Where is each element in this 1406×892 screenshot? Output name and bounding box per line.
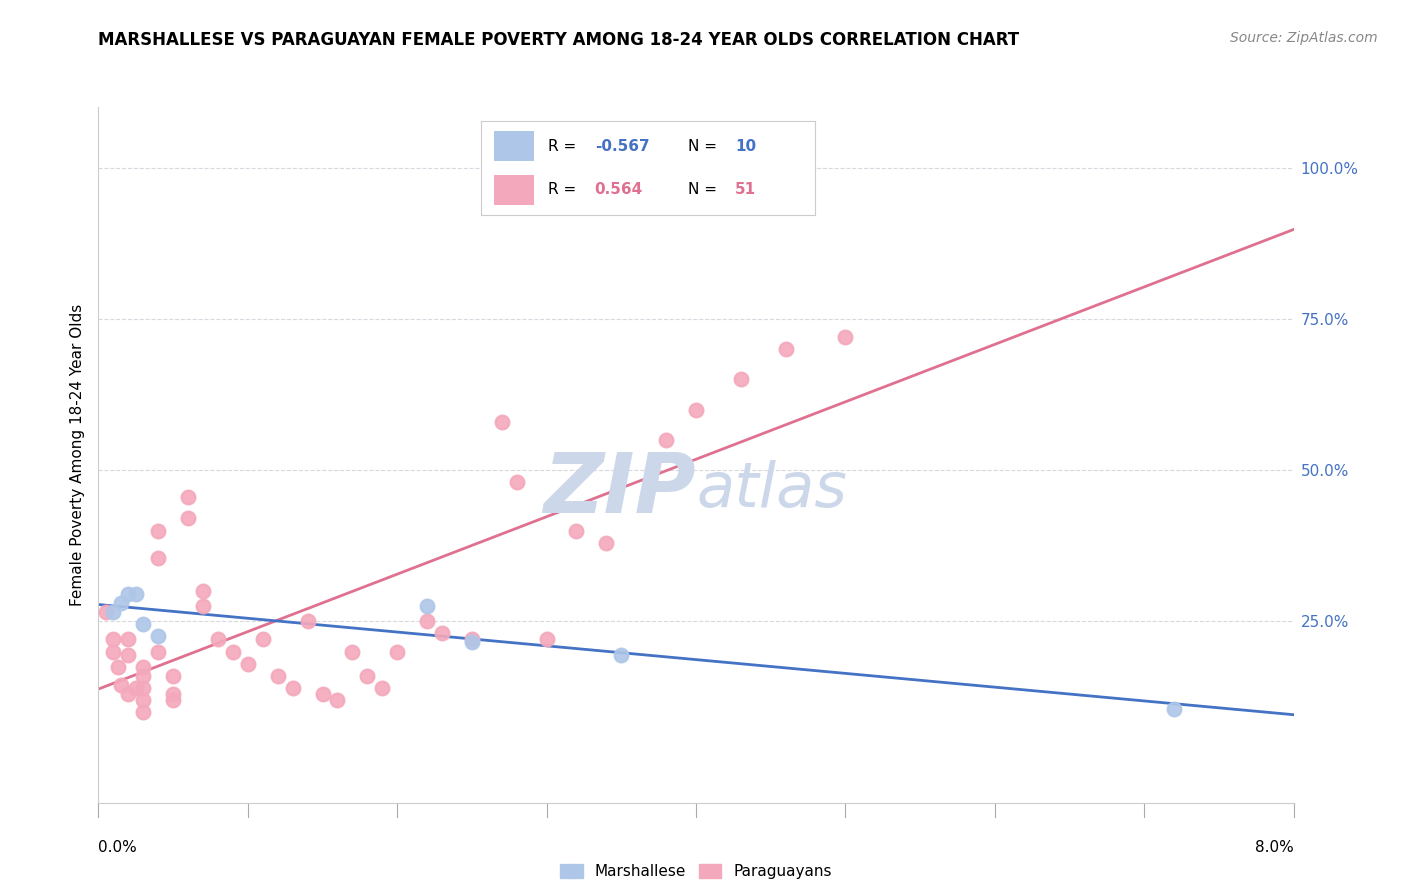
Legend: Marshallese, Paraguayans: Marshallese, Paraguayans — [554, 858, 838, 886]
Point — [506, 475, 529, 490]
Point — [371, 681, 394, 695]
Point — [775, 342, 797, 356]
Point — [281, 681, 304, 695]
Point — [177, 490, 200, 504]
Point — [461, 635, 484, 649]
Point — [132, 659, 155, 673]
Point — [385, 644, 409, 658]
Point — [685, 402, 707, 417]
Point — [125, 681, 148, 695]
Y-axis label: Female Poverty Among 18-24 Year Olds: Female Poverty Among 18-24 Year Olds — [69, 304, 84, 606]
Point — [252, 632, 274, 647]
Point — [311, 687, 333, 701]
Point — [103, 605, 125, 619]
Point — [162, 669, 184, 683]
Point — [148, 550, 170, 565]
Point — [267, 669, 290, 683]
Point — [148, 629, 170, 643]
Text: atlas: atlas — [696, 459, 846, 520]
Point — [430, 626, 453, 640]
Point — [103, 632, 125, 647]
Point — [222, 644, 245, 658]
Point — [117, 587, 139, 601]
Point — [110, 678, 132, 692]
Point — [132, 693, 155, 707]
Point — [1343, 161, 1365, 175]
Point — [416, 615, 439, 629]
Point — [110, 596, 132, 610]
Point — [207, 632, 229, 647]
Point — [655, 433, 678, 447]
Text: MARSHALLESE VS PARAGUAYAN FEMALE POVERTY AMONG 18-24 YEAR OLDS CORRELATION CHART: MARSHALLESE VS PARAGUAYAN FEMALE POVERTY… — [98, 31, 1019, 49]
Point — [125, 587, 148, 601]
Point — [610, 648, 633, 662]
Text: ZIP: ZIP — [543, 450, 696, 530]
Point — [191, 599, 214, 614]
Point — [148, 524, 170, 538]
Point — [356, 669, 378, 683]
Point — [132, 669, 155, 683]
Point — [162, 693, 184, 707]
Point — [342, 644, 364, 658]
Point — [148, 644, 170, 658]
Point — [117, 687, 139, 701]
Point — [117, 632, 139, 647]
Point — [132, 705, 155, 719]
Text: 0.0%: 0.0% — [98, 839, 138, 855]
Point — [297, 615, 319, 629]
Point — [595, 535, 617, 549]
Point — [103, 644, 125, 658]
Point — [536, 632, 558, 647]
Point — [236, 657, 259, 671]
Point — [491, 415, 513, 429]
Point — [107, 659, 129, 673]
Point — [730, 372, 752, 386]
Text: Source: ZipAtlas.com: Source: ZipAtlas.com — [1230, 31, 1378, 45]
Point — [132, 681, 155, 695]
Point — [1163, 702, 1185, 716]
Point — [416, 599, 439, 614]
Point — [565, 524, 588, 538]
Point — [834, 330, 856, 344]
Point — [117, 648, 139, 662]
Point — [162, 687, 184, 701]
Point — [177, 511, 200, 525]
Point — [94, 605, 117, 619]
Point — [461, 632, 484, 647]
Point — [132, 617, 155, 632]
Text: 8.0%: 8.0% — [1254, 839, 1294, 855]
Point — [191, 584, 214, 599]
Point — [326, 693, 349, 707]
